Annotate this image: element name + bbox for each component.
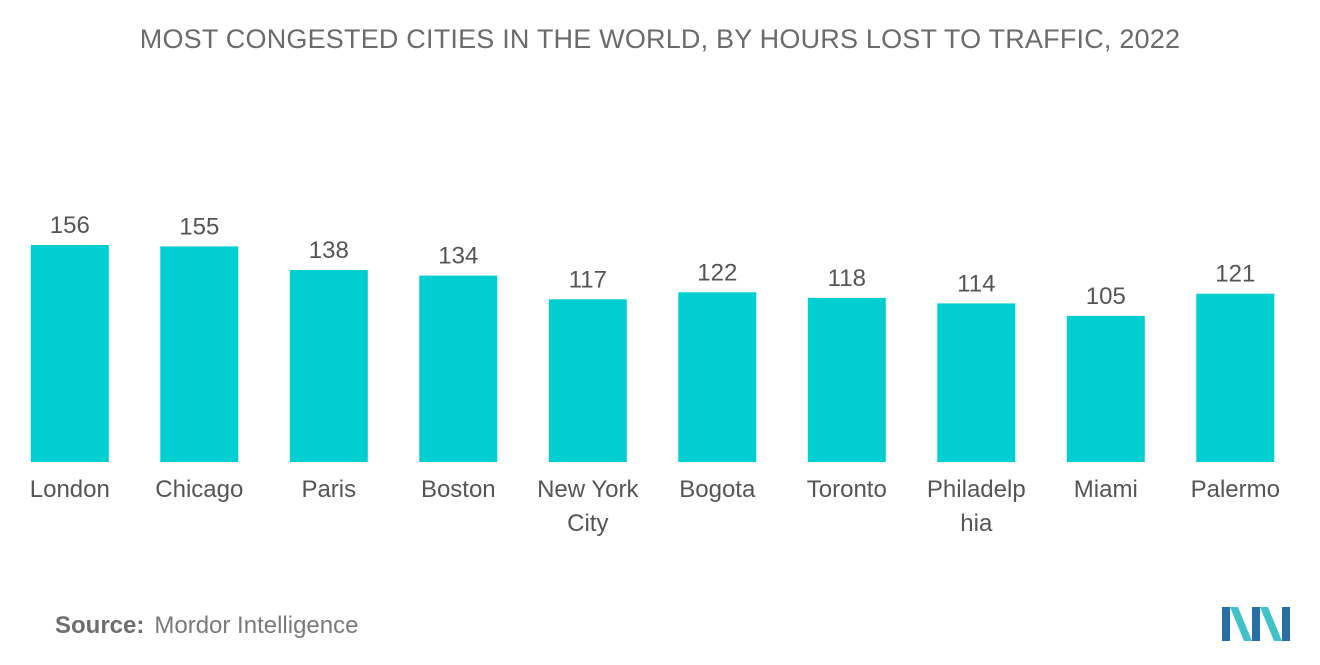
data-label: 134 [438,243,478,270]
category-label: New York City [537,476,639,537]
data-label: 105 [1086,283,1126,310]
bar-chart: 156 London 155 Chicago 138 Paris 134 Boston 117 N… [30,212,1280,537]
category-label-line: Miami [1074,476,1138,503]
bar [419,275,498,462]
category-label-line: Boston [421,476,496,503]
category-label-line: Bogota [679,476,756,503]
data-label: 121 [1215,261,1255,288]
category-label: Toronto [807,476,887,503]
bar [289,270,368,462]
category-label: Miami [1074,476,1138,503]
bar [30,245,109,462]
category-label-line: City [567,510,608,537]
data-label: 122 [697,259,737,286]
data-label: 117 [569,266,607,293]
bar [1196,293,1275,462]
bar [937,303,1016,462]
mordor-intelligence-logo-icon [1222,607,1290,641]
data-label: 155 [179,213,219,240]
bar [1066,315,1145,462]
category-label-line: Palermo [1191,476,1280,503]
source-line: Source: Mordor Intelligence [55,612,358,640]
category-label: Paris [301,476,356,503]
category-label: Chicago [155,476,243,503]
bar [807,297,886,462]
category-label-line: London [30,476,110,503]
category-label-line: hia [960,510,993,537]
category-label-line: Toronto [807,476,887,503]
category-label: Boston [421,476,496,503]
category-label: Bogota [679,476,756,503]
category-label-line: Chicago [155,476,243,503]
bar [548,299,627,463]
bar [160,246,239,462]
data-label: 138 [309,237,349,264]
category-label: Palermo [1191,476,1280,503]
source-text: Mordor Intelligence [154,612,359,639]
data-label: 118 [828,265,866,292]
chart-title: MOST CONGESTED CITIES IN THE WORLD, BY H… [139,24,1181,54]
category-label-line: Paris [301,476,356,503]
bar [678,292,757,462]
data-label: 156 [50,212,90,239]
data-label: 114 [957,270,995,297]
source-label: Source: [55,612,145,639]
category-label: Philadelp hia [927,476,1026,537]
category-label-line: New York [537,476,639,503]
category-label: London [30,476,110,503]
category-label-line: Philadelp [927,476,1026,503]
